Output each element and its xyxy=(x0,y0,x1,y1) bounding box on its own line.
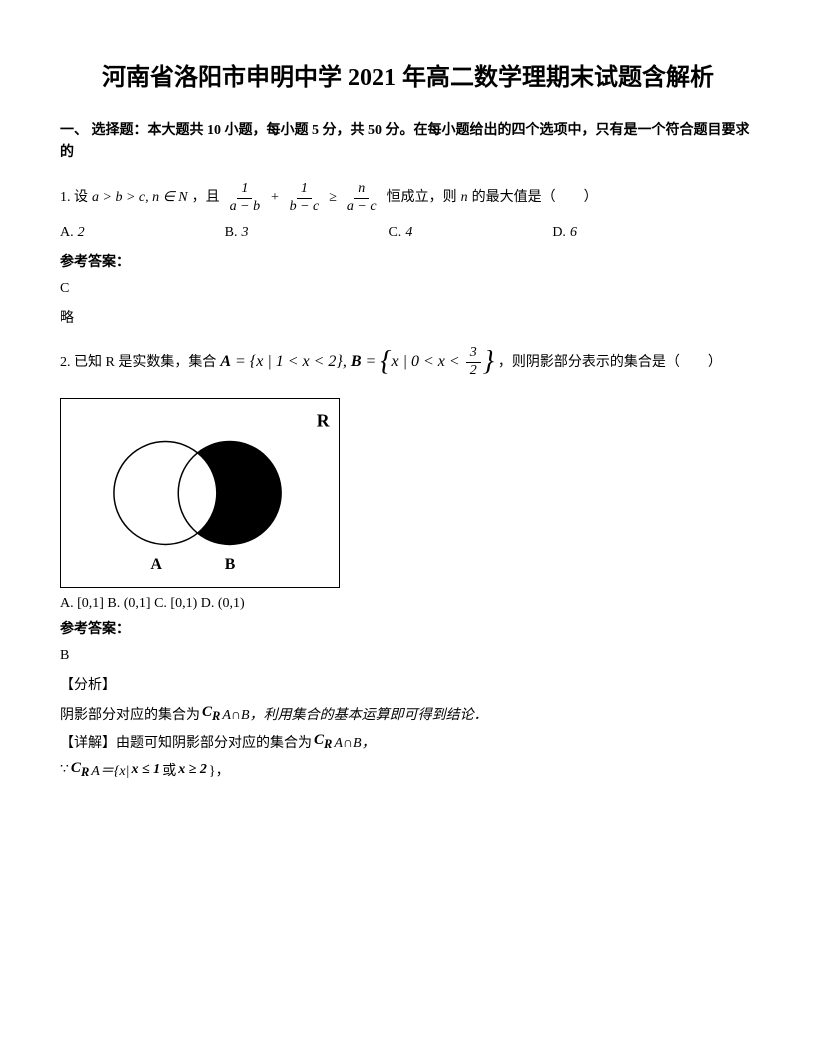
complement-symbol-1: CR xyxy=(202,704,220,724)
brace-close: } xyxy=(483,346,494,377)
q1-suffix2: 的最大值是（ ） xyxy=(472,185,598,210)
q1-frac3-num: n xyxy=(354,181,369,199)
q2-detail-label: 【详解】由题可知阴影部分对应的集合为 xyxy=(60,732,312,752)
q1-option-d: D. 6 xyxy=(552,225,577,241)
q2-answer-label: 参考答案： xyxy=(60,618,756,638)
q2-set-b-open: x | 0 < x < xyxy=(391,353,459,370)
q1-geq: ≥ xyxy=(329,185,337,210)
cra-eq: A＝{x| xyxy=(91,760,129,780)
q1-frac2-den: b − c xyxy=(286,199,324,216)
because-symbol: ∵ xyxy=(60,761,69,778)
q1-condition: a > b > c, n ∈ N xyxy=(92,185,188,210)
q1-note: 略 xyxy=(60,307,756,327)
q1-frac2: 1 b − c xyxy=(286,181,324,216)
q2-answer: B xyxy=(60,648,756,664)
q1-mid: ，且 xyxy=(192,185,220,210)
complement-symbol-2: CR xyxy=(314,732,332,752)
q1-frac1-den: a − b xyxy=(226,199,264,216)
q1-frac3-den: a − c xyxy=(343,199,381,216)
q2-frac-den: 2 xyxy=(466,363,481,380)
q2-analysis-1: 阴影部分对应的集合为 CR A∩B，利用集合的基本运算即可得到结论． xyxy=(60,704,756,724)
q2-detail: 【详解】由题可知阴影部分对应的集合为 CR A∩B， xyxy=(60,732,756,752)
venn-diagram: R A B xyxy=(60,398,340,588)
complement-symbol-3: CR xyxy=(71,760,89,780)
section-1-header: 一、 选择题：本大题共 10 小题，每小题 5 分，共 50 分。在每小题给出的… xyxy=(60,120,756,165)
q2-set-a-body: {x | 1 < x < 2} xyxy=(250,353,343,370)
question-1: 1. 设 a > b > c, n ∈ N ，且 1 a − b + 1 b −… xyxy=(60,181,756,216)
q2-analysis-label: 【分析】 xyxy=(60,674,756,694)
q2-options: A. [0,1] B. (0,1] C. [0,1) D. (0,1) xyxy=(60,596,756,612)
q1-opt-d-val: 6 xyxy=(570,225,577,241)
q1-opt-a-val: 2 xyxy=(78,225,85,241)
q1-options: A. 2 B. 3 C. 4 D. 6 xyxy=(60,225,756,241)
q1-var-n: n xyxy=(461,185,468,210)
q2-frac-num: 3 xyxy=(466,345,481,363)
question-2: 2. 已知 R 是实数集，集合 A = {x | 1 < x < 2}, B =… xyxy=(60,337,756,387)
q1-option-a: A. 2 xyxy=(60,225,85,241)
q2-set-a: A = {x | 1 < x < 2}, B = {x | 0 < x < 3 … xyxy=(220,337,494,387)
q2-analysis-text2: A∩B，利用集合的基本运算即可得到结论． xyxy=(222,704,487,724)
venn-label-r: R xyxy=(317,410,331,430)
q2-because-line: ∵ CR A＝{x| x ≤ 1 或 x ≥ 2 }， xyxy=(60,760,756,780)
q1-option-c: C. 4 xyxy=(388,225,412,241)
cond1: x ≤ 1 xyxy=(132,762,161,778)
q2-stem: 2. 已知 R 是实数集，集合 A = {x | 1 < x < 2}, B =… xyxy=(60,337,756,387)
q1-opt-b-val: 3 xyxy=(241,225,248,241)
cond2: x ≥ 2 xyxy=(178,762,207,778)
q2-suffix: ，则阴影部分表示的集合是（ ） xyxy=(498,350,722,375)
q1-prefix: 1. 设 xyxy=(60,185,88,210)
q1-suffix: 恒成立，则 xyxy=(387,185,457,210)
q1-plus: + xyxy=(270,185,279,210)
page-title: 河南省洛阳市申明中学 2021 年高二数学理期末试题含解析 xyxy=(60,60,756,96)
brace-open: { xyxy=(380,346,391,377)
q1-frac2-num: 1 xyxy=(297,181,312,199)
q2-set-b-frac: 3 2 xyxy=(466,345,481,380)
venn-label-b: B xyxy=(225,556,236,573)
or-text: 或 xyxy=(162,760,176,780)
q2-detail-text: A∩B， xyxy=(334,732,375,752)
venn-svg: R A B xyxy=(61,399,339,587)
q2-analysis-text1: 阴影部分对应的集合为 xyxy=(60,704,200,724)
q1-frac1-num: 1 xyxy=(237,181,252,199)
close-brace: }， xyxy=(209,760,230,780)
venn-label-a: A xyxy=(151,556,163,573)
q1-opt-c-val: 4 xyxy=(405,225,412,241)
q1-answer: C xyxy=(60,281,756,297)
q1-stem: 1. 设 a > b > c, n ∈ N ，且 1 a − b + 1 b −… xyxy=(60,181,756,216)
q2-set-b-label: B xyxy=(351,353,362,370)
q1-answer-label: 参考答案： xyxy=(60,251,756,271)
q1-frac3: n a − c xyxy=(343,181,381,216)
q1-option-b: B. 3 xyxy=(225,225,249,241)
q2-prefix: 2. 已知 R 是实数集，集合 xyxy=(60,350,216,375)
q1-frac1: 1 a − b xyxy=(226,181,264,216)
q2-set-a-label: A xyxy=(220,353,231,370)
